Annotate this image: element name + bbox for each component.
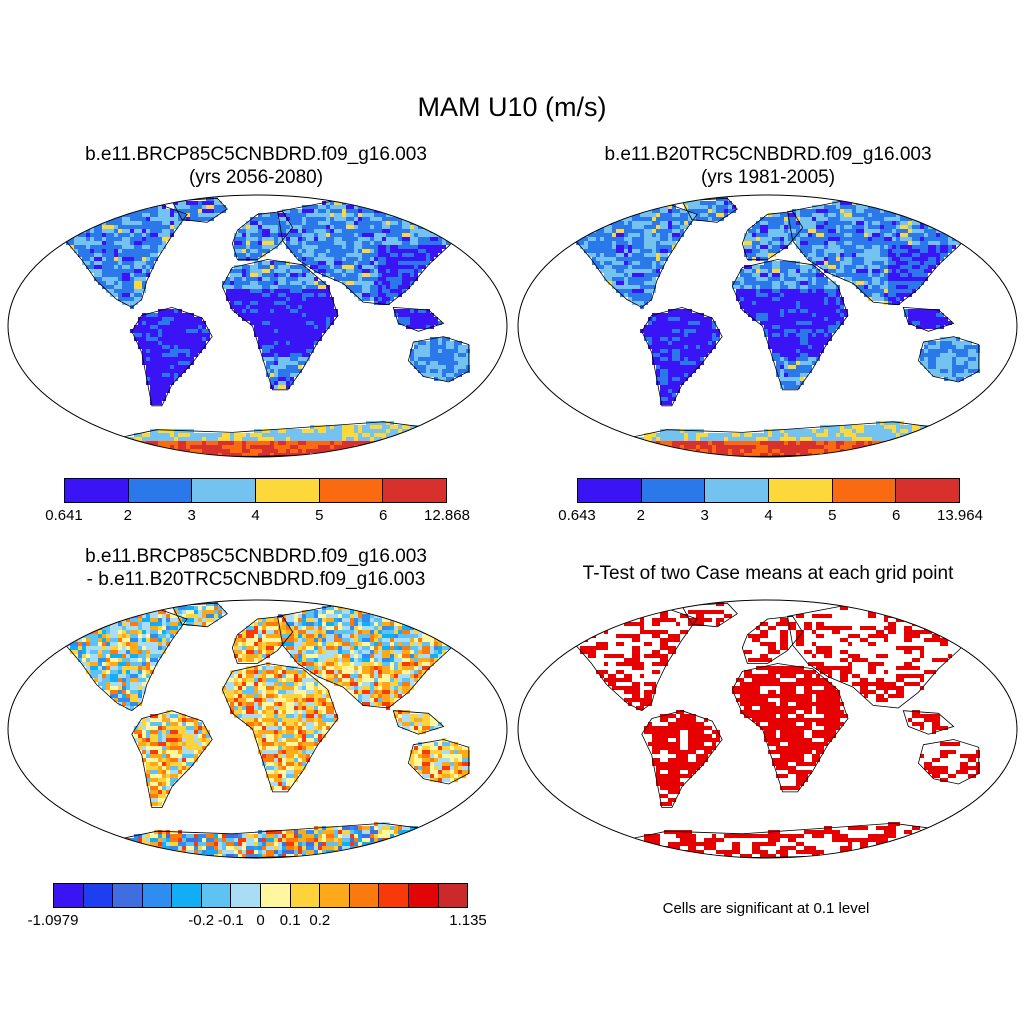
cb3-swatch	[349, 884, 380, 907]
cb2-swatch	[641, 479, 706, 502]
cb2-swatch	[769, 479, 833, 502]
cb3-tick-label: 1.135	[449, 912, 487, 929]
africa-coastline	[221, 259, 339, 391]
panel2-title-line1: b.e11.B20TRC5CNBDRD.f09_g16.003	[604, 144, 932, 165]
cb1-tick-label: 0.641	[45, 507, 83, 524]
panel3-title-line2: - b.e11.B20TRC5CNBDRD.f09_g16.003	[86, 569, 426, 590]
europe-coastline	[741, 211, 804, 260]
europe-coastline	[231, 211, 294, 260]
cb1-tick-label: 2	[123, 507, 132, 524]
land-cells	[62, 197, 470, 457]
south-america-coastline	[131, 306, 213, 407]
cb3-swatch	[113, 884, 143, 907]
panel4-title: T-Test of two Case means at each grid po…	[518, 562, 1018, 585]
maritime-asia-coastline	[392, 710, 445, 735]
cb2-tick-label: 13.964	[937, 507, 983, 524]
figure-title: MAM U10 (m/s)	[417, 92, 607, 122]
cb3-swatch	[201, 884, 232, 907]
panel2-title-line2: (yrs 1981-2005)	[700, 167, 836, 188]
cb3-tick-label: -1.0979	[27, 912, 79, 929]
cb2-tick-label: 2	[636, 507, 645, 524]
map-panel-difference	[7, 599, 508, 859]
panel3-title: b.e11.BRCP85C5CNBDRD.f09_g16.003 - b.e11…	[6, 545, 506, 591]
cb3-swatch	[142, 884, 173, 907]
cb3-swatch	[83, 884, 114, 907]
cb3-tick-label: 0.2	[309, 912, 331, 929]
cb2-swatch	[705, 479, 770, 502]
australia-coastline	[917, 739, 980, 785]
map-border	[517, 599, 1018, 859]
maritime-asia-coastline	[392, 306, 445, 332]
cb3-swatch	[408, 884, 439, 907]
panel1-title-line1: b.e11.BRCP85C5CNBDRD.f09_g16.003	[85, 144, 427, 165]
cb2-swatch	[832, 479, 897, 502]
cb3-swatch	[54, 884, 84, 907]
panel1-title-line2: (yrs 2056-2080)	[188, 167, 324, 188]
cb3-tick-label: -0.2	[188, 912, 215, 929]
australia-coastline	[407, 336, 470, 383]
greenland-coastline	[171, 197, 228, 223]
cb1-swatch	[65, 479, 129, 502]
panel4-title-line1: T-Test of two Case means at each grid po…	[582, 563, 954, 584]
map-border	[7, 194, 508, 458]
south-america-coastline	[641, 306, 723, 407]
cb3-swatch	[261, 884, 291, 907]
cb3-swatch	[231, 884, 262, 907]
greenland-coastline	[681, 602, 738, 628]
cb3-swatch	[172, 884, 202, 907]
map-border	[517, 194, 1018, 458]
europe-coastline	[231, 615, 294, 664]
maritime-asia-coastline	[902, 306, 955, 332]
land-cells	[62, 602, 470, 858]
land-cells	[572, 197, 980, 457]
cb3-swatch	[379, 884, 409, 907]
land-cells	[572, 602, 980, 858]
colorbar-historical	[577, 478, 960, 503]
cb2-tick-label: 5	[828, 507, 837, 524]
australia-coastline	[407, 739, 470, 785]
cb3-swatch	[320, 884, 350, 907]
cb1-swatch	[128, 479, 193, 502]
australia-coastline	[917, 336, 980, 383]
cb3-swatch	[438, 884, 468, 907]
africa-coastline	[221, 663, 339, 793]
cb2-swatch	[896, 479, 960, 502]
cb2-tick-label: 3	[700, 507, 709, 524]
cb1-tick-label: 5	[315, 507, 324, 524]
cb3-tick-label: 0	[256, 912, 265, 929]
cb1-tick-label: 3	[187, 507, 196, 524]
colorbar-difference	[53, 883, 468, 908]
significance-note: Cells are significant at 0.1 level	[662, 900, 870, 917]
europe-coastline	[741, 615, 804, 664]
cb2-tick-label: 6	[891, 507, 901, 524]
cb1-swatch	[319, 479, 384, 502]
cb2-tick-label: 0.643	[558, 507, 596, 524]
south-america-coastline	[131, 710, 213, 809]
panel3-title-line1: b.e11.BRCP85C5CNBDRD.f09_g16.003	[85, 546, 427, 567]
cb1-swatch	[256, 479, 320, 502]
cb1-tick-label: 12.868	[424, 507, 470, 524]
cb3-tick-label: -0.1	[217, 912, 244, 929]
panel2-title: b.e11.B20TRC5CNBDRD.f09_g16.003 (yrs 198…	[518, 143, 1018, 189]
map-panel-historical	[517, 194, 1018, 458]
cb1-swatch	[383, 479, 447, 502]
cb3-swatch	[290, 884, 321, 907]
cb1-tick-label: 6	[378, 507, 388, 524]
maritime-asia-coastline	[902, 710, 955, 735]
south-america-coastline	[641, 710, 723, 809]
map-panel-future	[7, 194, 508, 458]
africa-coastline	[731, 663, 849, 793]
cb1-tick-label: 4	[251, 507, 260, 524]
map-border	[7, 599, 508, 859]
map-panel-ttest	[517, 599, 1018, 859]
cb2-swatch	[578, 479, 642, 502]
greenland-coastline	[681, 197, 738, 223]
colorbar-future	[64, 478, 447, 503]
greenland-coastline	[171, 602, 228, 628]
cb1-swatch	[192, 479, 257, 502]
cb3-tick-label: 0.1	[279, 912, 301, 929]
cb2-tick-label: 4	[764, 507, 773, 524]
panel1-title: b.e11.BRCP85C5CNBDRD.f09_g16.003 (yrs 20…	[6, 143, 506, 189]
africa-coastline	[731, 259, 849, 391]
